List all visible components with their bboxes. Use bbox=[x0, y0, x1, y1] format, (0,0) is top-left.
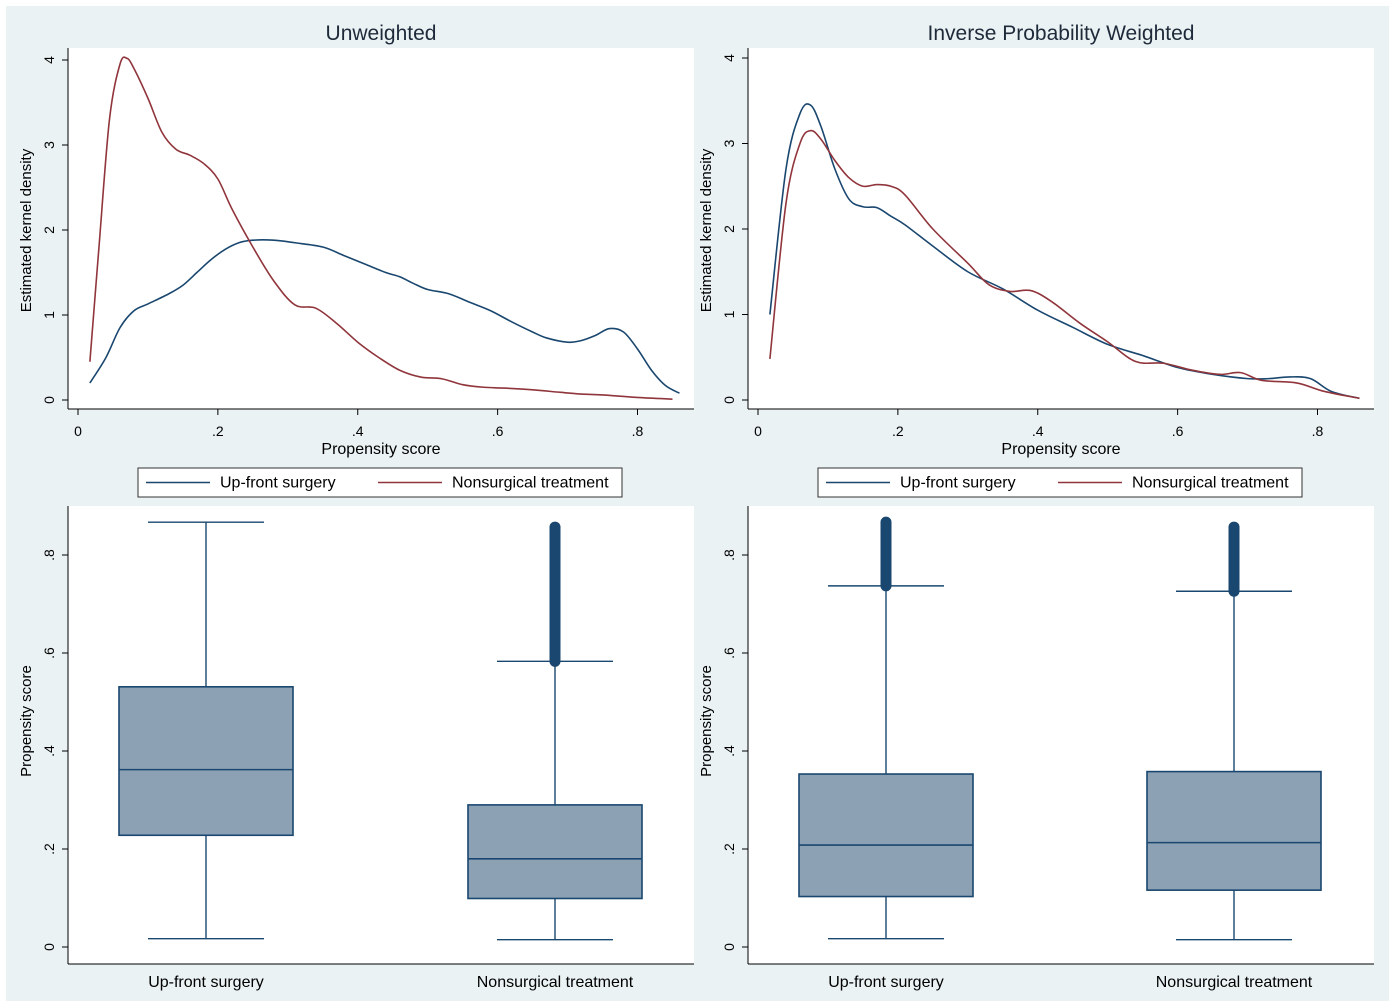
y-tick-label: 4 bbox=[721, 54, 737, 62]
legend-label: Nonsurgical treatment bbox=[452, 475, 609, 492]
box-up-front-surgery: Up-front surgery bbox=[798, 516, 974, 991]
chart-panel-2: Inverse Probability Weighted 0 1 2 3 4 0 .2 .4 .6… bbox=[698, 22, 1374, 498]
x-tick-label: .6 bbox=[492, 423, 504, 439]
y-tick-label: 3 bbox=[721, 139, 737, 147]
category-label: Up-front surgery bbox=[828, 974, 944, 991]
series-line-nonsurgical-treatment bbox=[769, 129, 1360, 400]
y-tick-label: .6 bbox=[721, 647, 737, 659]
y-axis-label: Estimated kernel density bbox=[698, 148, 715, 312]
chart-panel-1: Unweighted 0 1 2 3 4 0 .2 .4 .6 .8 Propensity score… bbox=[18, 22, 694, 498]
y-tick-label: 2 bbox=[721, 225, 737, 233]
y-tick-label: .4 bbox=[721, 745, 737, 757]
series-line-up-front-surgery bbox=[89, 239, 680, 394]
x-axis-label: Propensity score bbox=[321, 441, 440, 458]
box-up-front-surgery: Up-front surgery bbox=[118, 521, 294, 991]
x-axis-label: Propensity score bbox=[1001, 441, 1120, 458]
box-nonsurgical-treatment: Nonsurgical treatment bbox=[467, 521, 643, 991]
plot-region bbox=[68, 48, 694, 409]
plot-region bbox=[748, 48, 1374, 409]
y-axis-label: Propensity score bbox=[698, 665, 715, 777]
chart-panel-3: 0 .2 .4 .6 .8 Propensity score Up-front surger… bbox=[18, 506, 694, 991]
chart-panel-4: 0 .2 .4 .6 .8 Propensity score Up-front surger… bbox=[698, 506, 1374, 991]
x-tick-label: .6 bbox=[1172, 423, 1184, 439]
chart-title: Inverse Probability Weighted bbox=[928, 22, 1195, 45]
interquartile-box bbox=[798, 773, 974, 898]
legend-label: Up-front surgery bbox=[220, 475, 336, 492]
y-tick-label: .4 bbox=[41, 745, 57, 757]
y-tick-label: 0 bbox=[41, 396, 57, 404]
y-tick-label: .8 bbox=[41, 549, 57, 561]
y-tick-label: .6 bbox=[41, 647, 57, 659]
legend-label: Up-front surgery bbox=[900, 475, 1016, 492]
y-tick-label: .8 bbox=[721, 549, 737, 561]
interquartile-box bbox=[1146, 770, 1322, 891]
x-tick-label: 0 bbox=[754, 423, 762, 439]
interquartile-box bbox=[467, 804, 643, 900]
series-line-up-front-surgery bbox=[769, 103, 1360, 400]
y-tick-label: 1 bbox=[41, 311, 57, 319]
y-tick-label: 4 bbox=[41, 56, 57, 64]
y-tick-label: 0 bbox=[41, 943, 57, 951]
y-axis-label: Estimated kernel density bbox=[18, 148, 35, 312]
y-tick-label: 2 bbox=[41, 226, 57, 234]
y-tick-label: 1 bbox=[721, 310, 737, 318]
category-label: Nonsurgical treatment bbox=[477, 974, 634, 991]
y-tick-label: .2 bbox=[721, 843, 737, 855]
x-tick-label: .8 bbox=[632, 423, 644, 439]
category-label: Nonsurgical treatment bbox=[1156, 974, 1313, 991]
x-tick-label: .2 bbox=[892, 423, 904, 439]
y-tick-label: 3 bbox=[41, 141, 57, 149]
legend-label: Nonsurgical treatment bbox=[1132, 475, 1289, 492]
category-label: Up-front surgery bbox=[148, 974, 264, 991]
x-tick-label: .2 bbox=[212, 423, 224, 439]
y-tick-label: .2 bbox=[41, 843, 57, 855]
chart-title: Unweighted bbox=[326, 22, 437, 45]
box-nonsurgical-treatment: Nonsurgical treatment bbox=[1146, 521, 1322, 991]
x-tick-label: .8 bbox=[1312, 423, 1324, 439]
y-tick-label: 0 bbox=[721, 943, 737, 951]
series-line-nonsurgical-treatment bbox=[89, 56, 673, 400]
x-tick-label: .4 bbox=[1032, 423, 1044, 439]
interquartile-box bbox=[118, 686, 294, 837]
legend: Up-front surgery Nonsurgical treatment bbox=[137, 467, 623, 498]
legend: Up-front surgery Nonsurgical treatment bbox=[817, 467, 1303, 498]
y-axis-label: Propensity score bbox=[18, 665, 35, 777]
x-tick-label: 0 bbox=[74, 423, 82, 439]
y-tick-label: 0 bbox=[721, 396, 737, 404]
x-tick-label: .4 bbox=[352, 423, 364, 439]
